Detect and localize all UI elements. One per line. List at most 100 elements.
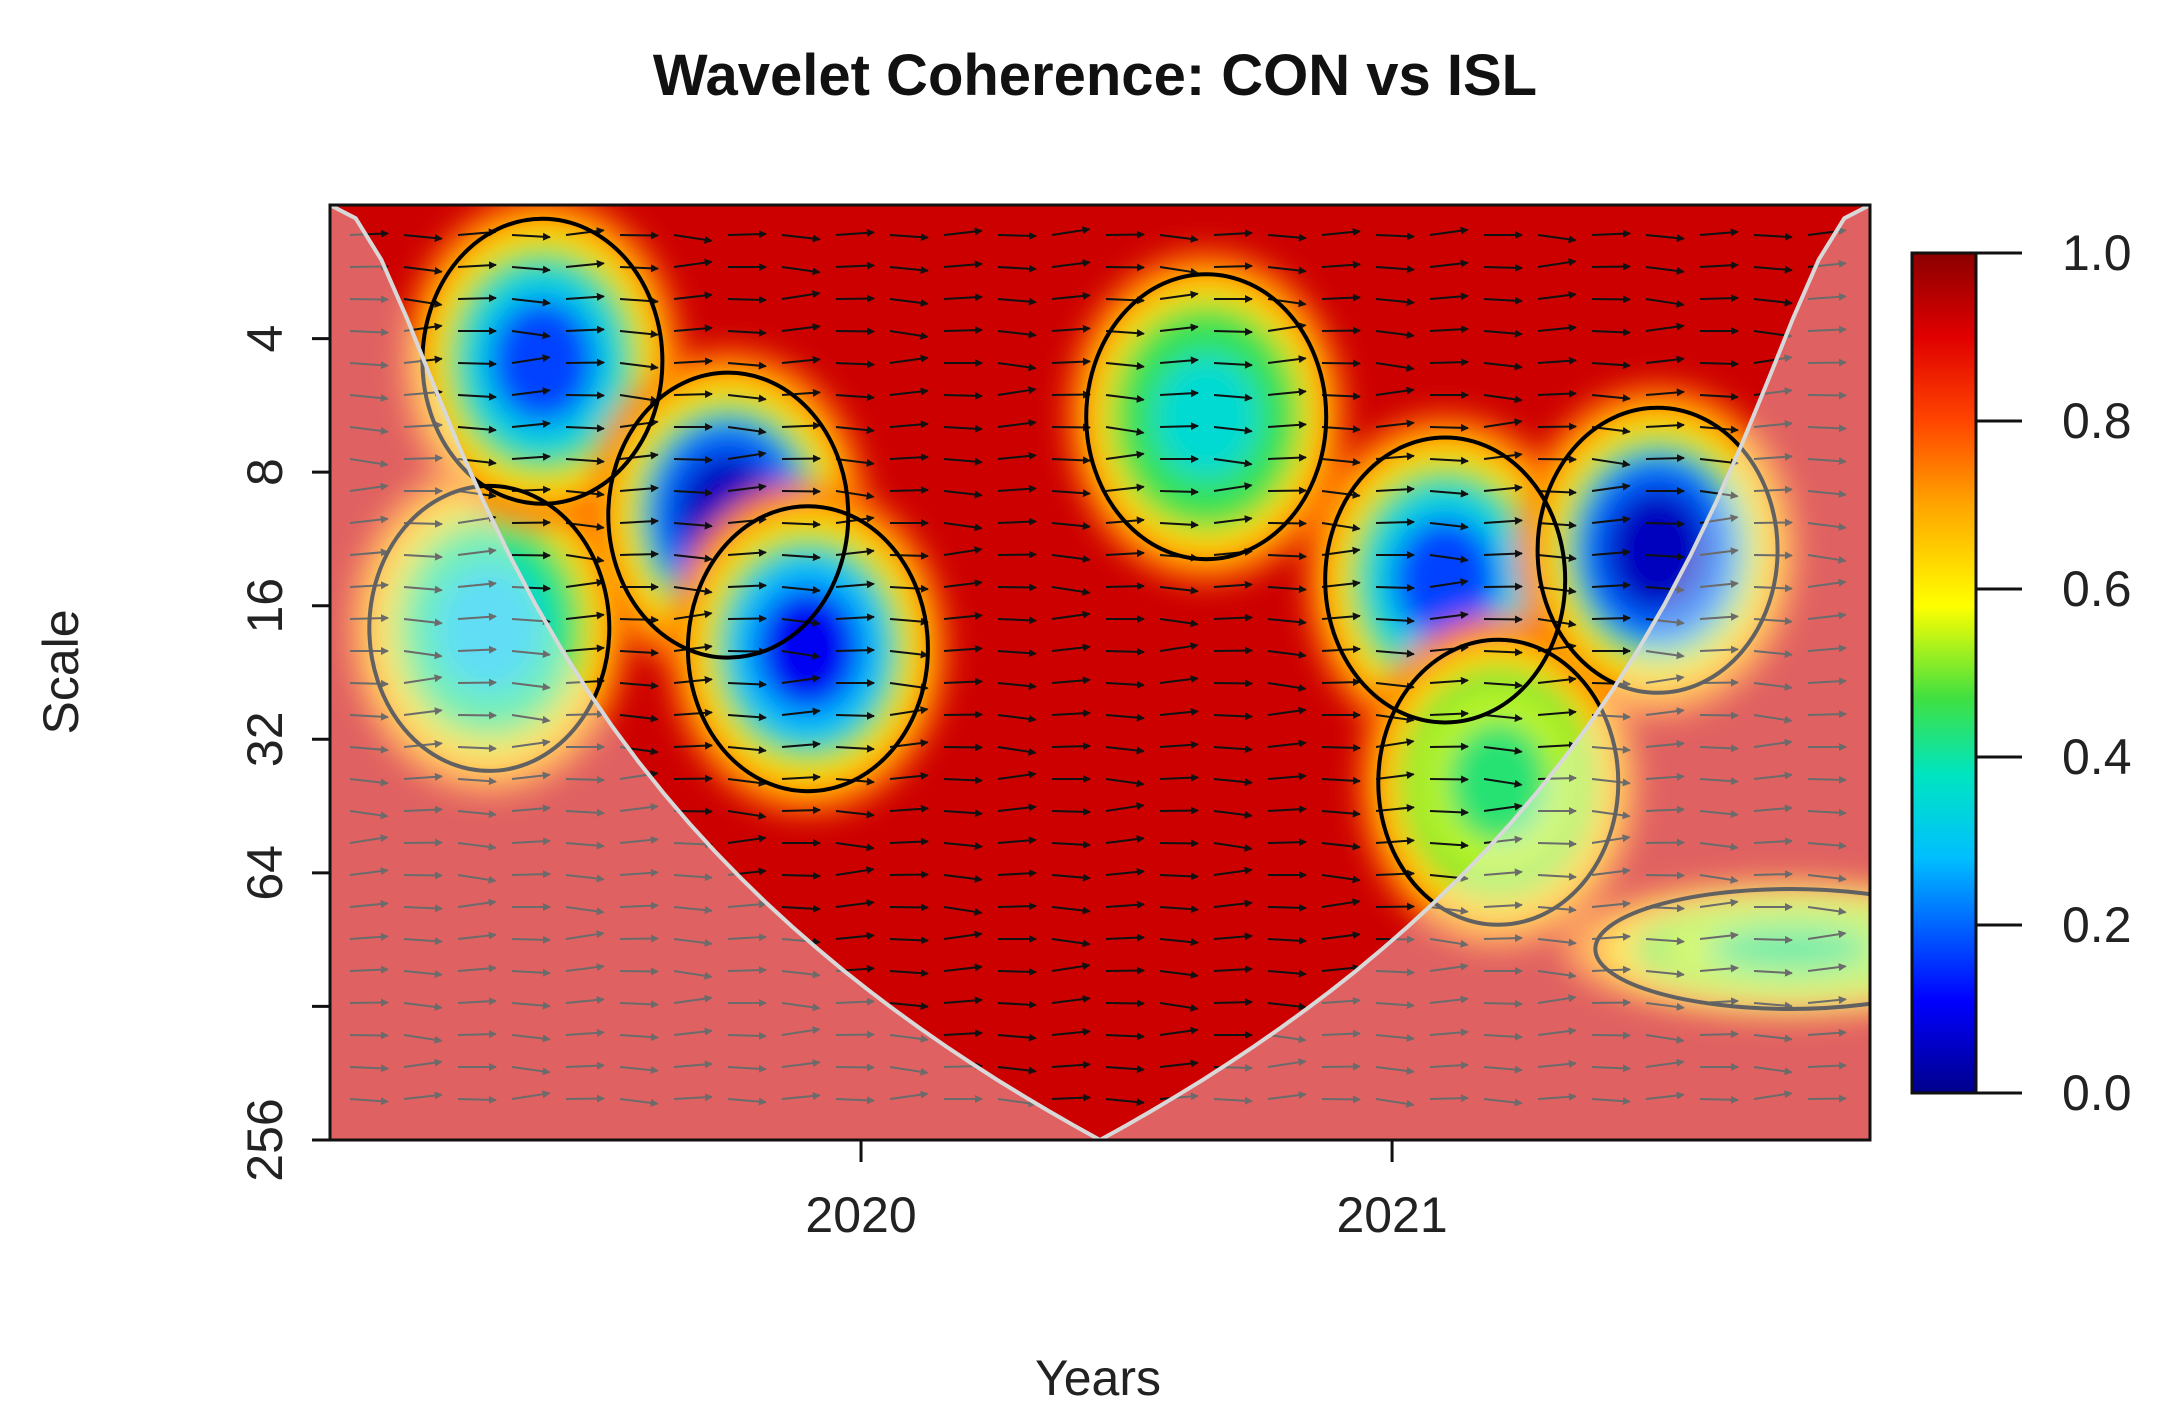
phase-arrow-593: [619, 901, 659, 910]
phase-arrow-718: [1321, 1029, 1361, 1038]
phase-arrow-380: [1213, 646, 1253, 655]
phase-arrow-357: [1483, 615, 1523, 624]
phase-arrow-605: [1267, 903, 1307, 912]
phase-arrow-124: [997, 362, 1037, 372]
phase-arrow-5: [619, 231, 659, 240]
phase-arrow-34: [673, 258, 713, 268]
phase-arrow-254: [457, 514, 497, 524]
phase-arrow-660: [1213, 965, 1253, 974]
phase-arrow-678: [673, 994, 713, 1004]
phase-arrow-445: [1699, 711, 1739, 720]
phase-arrow-648: [565, 963, 605, 972]
phase-arrow-511: [727, 810, 767, 820]
phase-arrow-56: [349, 295, 389, 304]
phase-arrow-559: [1807, 841, 1847, 850]
phase-arrow-496: [1429, 775, 1469, 784]
phase-arrow-747: [1375, 1066, 1415, 1075]
phase-arrow-25: [1699, 228, 1739, 237]
phase-arrow-376: [997, 649, 1037, 658]
phase-arrow-604: [1213, 899, 1253, 908]
phase-arrow-725: [1699, 1030, 1739, 1039]
phase-arrow-723: [1591, 1031, 1631, 1040]
phase-arrow-200: [565, 457, 605, 466]
phase-arrow-125: [1051, 357, 1091, 366]
phase-arrow-509: [619, 803, 659, 812]
phase-arrow-585: [1699, 874, 1739, 884]
phase-arrow-524: [1429, 808, 1469, 817]
phase-arrow-673: [403, 1002, 443, 1011]
phase-arrow-327: [1375, 583, 1415, 592]
phase-arrow-195: [1807, 424, 1847, 433]
phase-arrow-690: [1321, 996, 1361, 1005]
plot-area: [330, 205, 1870, 1140]
phase-arrow-303: [1591, 548, 1631, 557]
phase-arrow-183: [1159, 422, 1199, 431]
phase-arrow-514: [889, 804, 929, 813]
phase-arrow-515: [943, 809, 983, 818]
phase-arrow-662: [1321, 963, 1361, 972]
phase-arrow-538: [673, 840, 713, 849]
phase-arrow-582: [1537, 872, 1577, 881]
phase-arrow-280: [349, 548, 389, 557]
phase-arrow-692: [1429, 995, 1469, 1004]
significance-contour-5: [1323, 435, 1568, 725]
phase-arrow-448: [349, 745, 389, 754]
phase-arrow-250: [1753, 485, 1793, 494]
phase-arrow-359: [1591, 614, 1631, 623]
phase-arrow-737: [835, 1063, 875, 1072]
phase-arrow-599: [943, 906, 983, 916]
phase-arrow-353: [1267, 618, 1307, 627]
phase-arrow-372: [781, 650, 821, 660]
phase-arrow-152: [997, 386, 1037, 396]
phase-arrow-479: [511, 771, 551, 780]
phase-arrow-536: [565, 841, 605, 850]
phase-arrow-392: [349, 679, 389, 688]
phase-arrow-657: [1051, 962, 1091, 972]
phase-arrow-92: [781, 323, 821, 332]
phase-arrow-396: [565, 677, 605, 686]
phase-arrow-643: [1807, 930, 1847, 940]
phase-arrow-606: [1321, 898, 1361, 908]
phase-arrow-132: [1429, 358, 1469, 367]
phase-arrow-78: [1537, 291, 1577, 300]
phase-arrow-684: [997, 1000, 1037, 1009]
phase-arrow-505: [403, 805, 443, 814]
phase-arrow-117: [619, 362, 659, 371]
phase-arrow-425: [619, 714, 659, 723]
phase-arrow-42: [1105, 263, 1145, 272]
phase-arrow-474: [1753, 738, 1793, 748]
phase-arrow-583: [1591, 867, 1631, 876]
y-tick-label-4: 64: [237, 845, 293, 901]
phase-arrow-533: [403, 838, 443, 847]
phase-arrow-709: [835, 1030, 875, 1039]
phase-arrow-429: [835, 711, 875, 720]
phase-arrow-575: [1159, 872, 1199, 881]
phase-arrow-375: [943, 644, 983, 653]
phase-arrow-650: [673, 970, 713, 980]
phase-arrow-774: [1321, 1095, 1361, 1104]
phase-arrow-220: [1645, 454, 1685, 463]
phase-arrow-302: [1537, 554, 1577, 563]
phase-arrow-317: [835, 580, 875, 589]
phase-arrow-16: [1213, 229, 1253, 238]
phase-arrow-654: [889, 969, 929, 978]
phase-arrow-197: [403, 454, 443, 463]
phase-arrow-236: [997, 484, 1037, 493]
phase-arrow-427: [727, 713, 767, 722]
phase-arrow-447: [1807, 710, 1847, 719]
phase-arrow-611: [1591, 899, 1631, 908]
phase-arrow-568: [781, 871, 821, 880]
phase-arrow-150: [889, 387, 929, 396]
phase-arrow-340: [565, 611, 605, 620]
phase-arrow-135: [1591, 361, 1631, 370]
phase-arrow-556: [1645, 838, 1685, 847]
phase-arrow-548: [1213, 842, 1253, 852]
phase-arrow-500: [1645, 772, 1685, 781]
phase-arrow-487: [943, 776, 983, 785]
phase-arrow-658: [1105, 966, 1145, 975]
phase-arrow-156: [1213, 393, 1253, 402]
phase-arrow-186: [1321, 425, 1361, 434]
phase-arrow-222: [1753, 452, 1793, 461]
phase-arrow-151: [943, 391, 983, 400]
phase-arrow-666: [1537, 970, 1577, 980]
